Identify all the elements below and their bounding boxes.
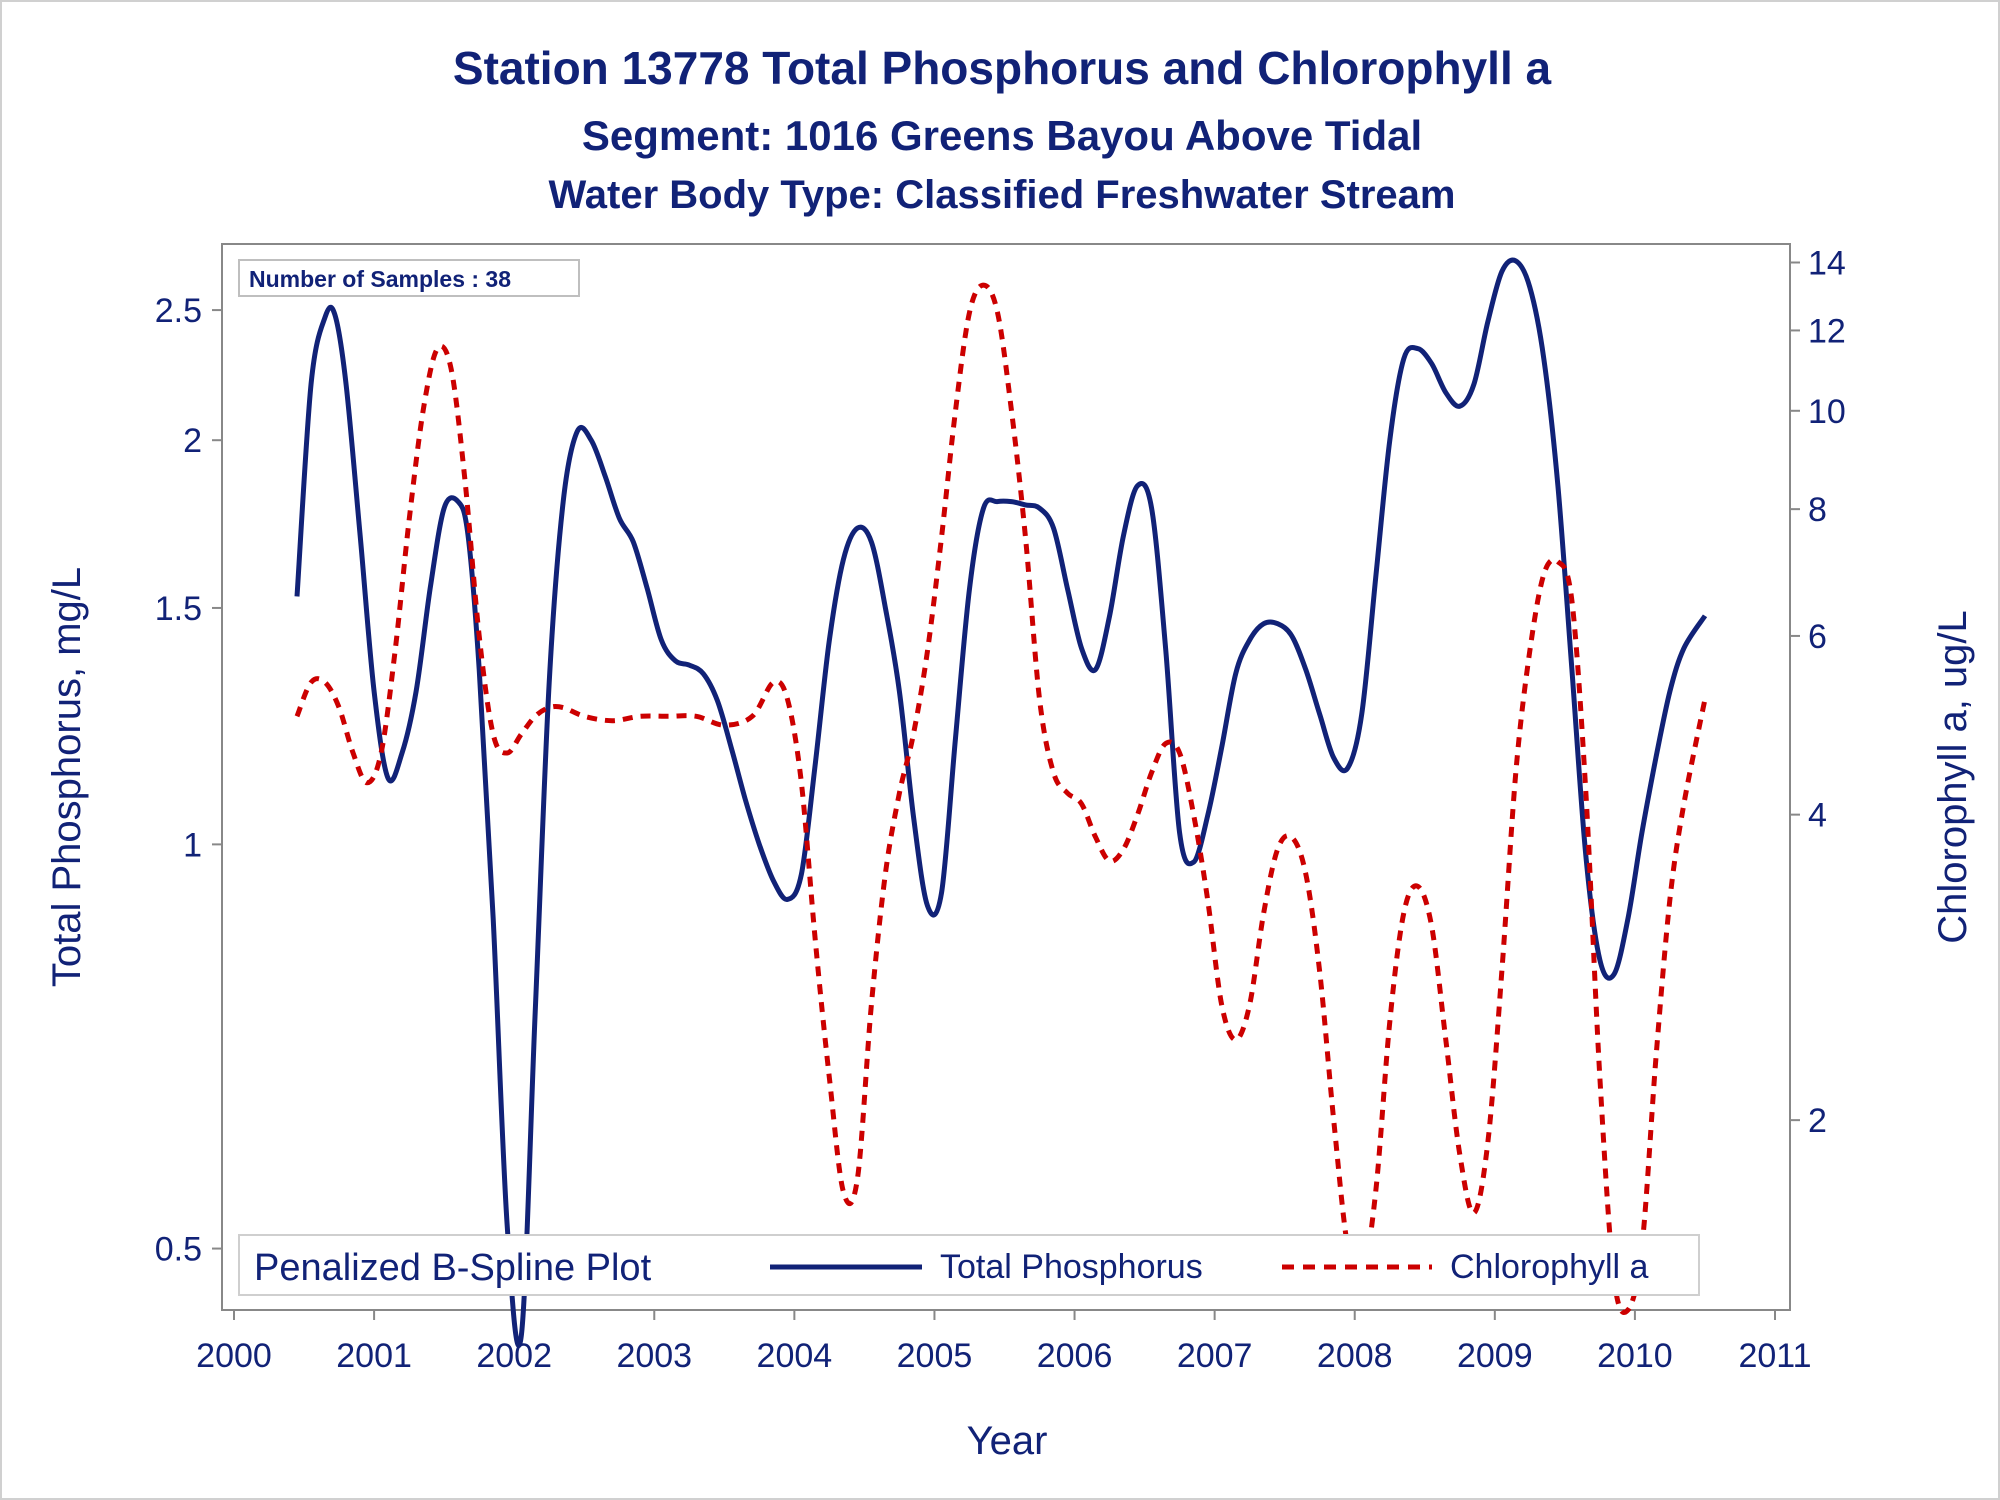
- annotation-box: [238, 259, 580, 297]
- y-tick-label: 2: [183, 422, 202, 460]
- x-tick-label: 2000: [196, 1337, 272, 1375]
- y-tick-label: 2.5: [155, 292, 202, 330]
- chart-title: Station 13778 Total Phosphorus and Chlor…: [453, 42, 1552, 94]
- axes: 2000 2001 2002 2003 2004 2005 2006 2007 2008 2009…: [155, 244, 1846, 1375]
- sample-count-text: Number of Samples : 38: [249, 266, 511, 292]
- chart-subtitle-2: Water Body Type: Classified Freshwater S…: [549, 173, 1456, 217]
- y2-tick-label: 8: [1808, 491, 1827, 529]
- x-tick-label: 2004: [757, 1337, 833, 1375]
- legend-label-chlorophyll-a: Chlorophyll a: [1450, 1248, 1649, 1286]
- legend-title: Penalized B-Spline Plot: [254, 1247, 652, 1289]
- y-tick-label: 1.5: [155, 590, 202, 628]
- legend-box: [238, 1234, 1700, 1296]
- x-tick-label: 2010: [1597, 1337, 1673, 1375]
- x-tick-label: 2007: [1177, 1337, 1253, 1375]
- chart-subtitle: Segment: 1016 Greens Bayou Above Tidal: [582, 112, 1422, 159]
- x-tick-label: 2005: [897, 1337, 973, 1375]
- sample-count-annotation: Number of Samples : 38: [238, 259, 580, 297]
- y-tick-label: 1: [183, 826, 202, 864]
- x-axis-label: Year: [967, 1419, 1048, 1463]
- x-tick-label: 2011: [1738, 1337, 1811, 1375]
- x-tick-label: 2006: [1037, 1337, 1113, 1375]
- plot-frame: [221, 243, 1791, 1311]
- series-line-chlorophyll-a: [294, 282, 1708, 1315]
- y2-tick-label: 10: [1808, 393, 1846, 431]
- y2-tick-label: 2: [1808, 1102, 1827, 1140]
- y-axis-label: Total Phosphorus, mg/L: [45, 567, 89, 987]
- x-tick-label: 2008: [1317, 1337, 1393, 1375]
- x-tick-label: 2002: [476, 1337, 552, 1375]
- plot-area: [221, 243, 1791, 1311]
- legend-label-total-phosphorus: Total Phosphorus: [940, 1248, 1203, 1286]
- legend: Penalized B-Spline Plot Total Phosphorus…: [238, 1234, 1700, 1296]
- y2-tick-label: 12: [1808, 312, 1846, 350]
- x-tick-label: 2003: [616, 1337, 692, 1375]
- y-tick-label: 0.5: [155, 1231, 202, 1269]
- x-tick-label: 2009: [1457, 1337, 1533, 1375]
- y2-tick-label: 14: [1808, 244, 1846, 282]
- series-line-total-phosphorus: [294, 257, 1708, 1348]
- x-tick-label: 2001: [336, 1337, 412, 1375]
- y2-axis-label: Chlorophyll a, ug/L: [1931, 610, 1975, 944]
- y2-tick-label: 6: [1808, 618, 1827, 656]
- series-lines: [294, 257, 1708, 1348]
- y2-tick-label: 4: [1808, 797, 1827, 835]
